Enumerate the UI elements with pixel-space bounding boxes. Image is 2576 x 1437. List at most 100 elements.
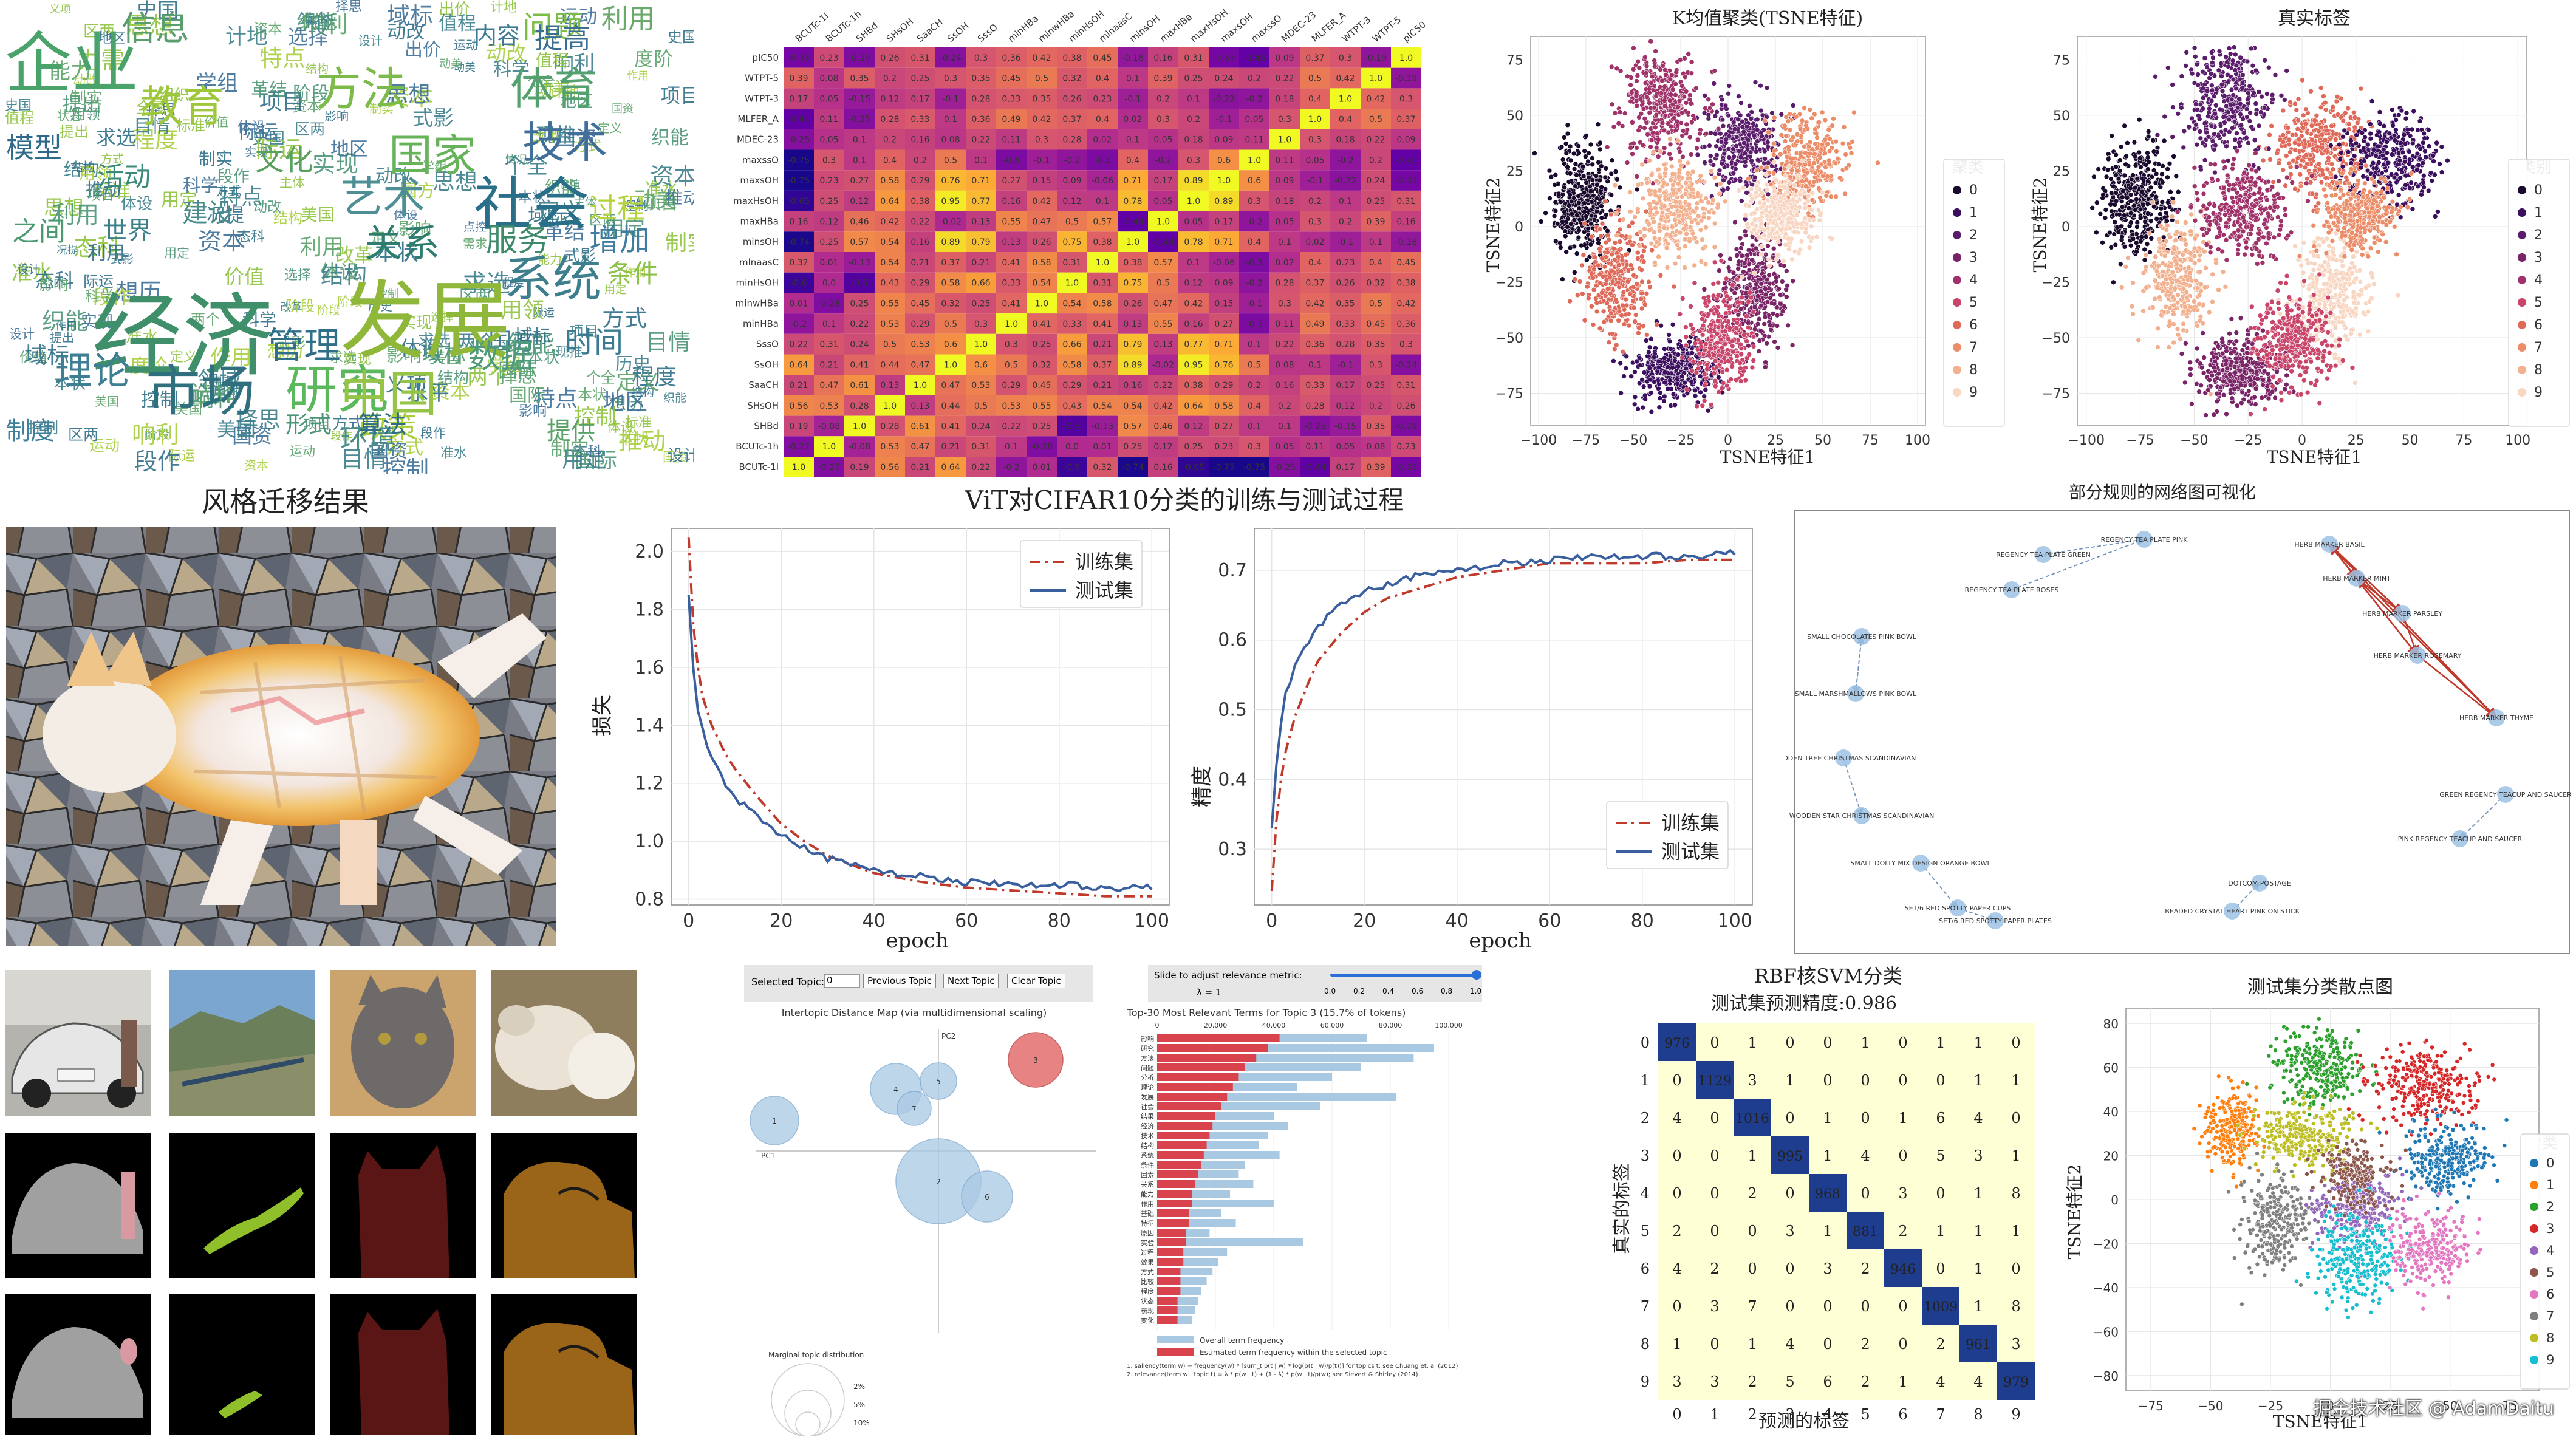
scatter-point: [1588, 242, 1594, 247]
legend-label: 5: [1969, 295, 1978, 310]
heatmap-cell-value: 0.3: [1399, 340, 1413, 350]
scatter-point: [1594, 196, 1600, 201]
heatmap-cell-value: 0.27: [1214, 319, 1233, 329]
scatter-point: [1657, 187, 1662, 193]
heatmap-cell-value: 0.47: [819, 381, 838, 391]
scatter-point: [1746, 324, 1751, 330]
scatter-point: [1763, 286, 1768, 292]
heatmap-cell-value: 0.25: [1032, 422, 1051, 431]
wordcloud-filler: 动美: [634, 188, 678, 213]
wordcloud-filler: 价值: [224, 265, 264, 288]
heatmap-cell-value: 0.29: [1062, 381, 1081, 391]
heatmap-cell: [844, 47, 875, 68]
scatter-point: [1647, 227, 1653, 233]
heatmap-cell: [1027, 129, 1057, 150]
scatter-point: [1701, 394, 1707, 400]
wordcloud-filler: 定义: [616, 370, 660, 395]
scatter-point: [1758, 83, 1763, 89]
scatter-point: [1630, 120, 1635, 125]
scatter-point: [2145, 134, 2151, 140]
wordcloud-filler: 定义: [371, 229, 401, 247]
wordcloud-filler: 项目: [87, 188, 115, 203]
heatmap-cell: [1330, 333, 1361, 355]
scatter-point: [1755, 157, 1761, 163]
wordcloud-filler: 项目: [569, 323, 598, 340]
wordcloud-word: 技术: [522, 118, 607, 168]
wordcloud-filler: 运动: [559, 6, 597, 28]
wordcloud-filler: 思想: [386, 81, 431, 108]
heatmap-cell-value: 0.05: [1305, 155, 1324, 165]
scatter-point: [1713, 152, 1720, 158]
x-tick-label: −50: [1619, 433, 1647, 448]
heatmap-cell-value: -0.24: [940, 53, 962, 63]
scatter-point: [2109, 133, 2114, 139]
scatter-point: [1743, 213, 1749, 218]
scatter-point: [1646, 349, 1652, 355]
scatter-point: [1560, 219, 1565, 225]
scatter-point: [1780, 309, 1786, 314]
heatmap-cell: [1118, 313, 1148, 334]
heatmap-cell-value: 0.27: [1214, 422, 1233, 431]
heatmap-cell-value: 0.3: [1005, 340, 1018, 350]
legend-marker: [1953, 366, 1961, 374]
wordcloud-filler: 区两: [83, 22, 115, 41]
heatmap-cell-value: -0.2: [1155, 155, 1171, 165]
heatmap-cell: [966, 354, 996, 375]
scatter-point: [1716, 389, 1722, 395]
scatter-point: [2136, 117, 2142, 123]
heatmap-cell-value: 0.13: [1002, 237, 1020, 247]
scatter-point: [1783, 133, 1789, 138]
heatmap-cell: [784, 333, 814, 355]
scatter-point: [1736, 188, 1742, 193]
scatter-point: [1782, 123, 1788, 129]
wordcloud-filler: 现推: [536, 123, 576, 147]
scatter-point: [2113, 242, 2119, 248]
heatmap-cell: [1330, 149, 1361, 171]
heatmap-cell: [1178, 252, 1209, 273]
scatter-point: [1614, 66, 1620, 72]
heatmap-cell-value: 0.1: [1005, 442, 1018, 452]
wordcloud-word: 市场: [146, 360, 255, 423]
heatmap-cell: [1361, 109, 1391, 129]
heatmap-cell-value: 0.3: [1035, 135, 1048, 145]
scatter-point: [1637, 363, 1643, 368]
heatmap-cell-value: 0.05: [1275, 442, 1294, 452]
heatmap-cell-value: 0.47: [1032, 217, 1051, 227]
heatmap-cell: [1118, 395, 1148, 416]
heatmap-cell: [1057, 293, 1087, 314]
scatter-point: [2105, 156, 2111, 162]
scatter-point: [1689, 368, 1695, 374]
heatmap-cell: [1087, 293, 1118, 314]
heatmap-cell-value: -0.06: [1092, 176, 1113, 186]
heatmap-cell-value: 0.77: [1184, 340, 1203, 350]
heatmap-cell: [1269, 109, 1300, 129]
heatmap-cell: [1239, 129, 1269, 150]
heatmap-cell-value: 0.24: [971, 422, 990, 431]
heatmap-cell-value: 0.17: [1336, 463, 1355, 473]
heatmap-cell-value: 0.32: [789, 258, 808, 268]
heatmap-cell-value: 0.71: [1123, 176, 1142, 186]
scatter-point: [2103, 174, 2110, 180]
heatmap-cell-value: -0.28: [1031, 442, 1053, 452]
legend-label: 2: [1969, 228, 1978, 243]
heatmap-cell-value: 0.01: [789, 299, 808, 309]
scatter-point: [1706, 97, 1712, 102]
heatmap-cell: [1178, 129, 1209, 150]
wordcloud-filler: 选择: [288, 25, 328, 49]
scatter-point: [1558, 245, 1563, 250]
heatmap-cell: [966, 231, 996, 252]
heatmap-col-label: SHsOH: [884, 16, 915, 44]
heatmap-cell: [1391, 313, 1421, 334]
scatter-point: [2142, 247, 2147, 253]
heatmap-cell-value: 0.13: [971, 217, 990, 227]
scatter-point: [1653, 205, 1658, 211]
scatter-point: [1754, 168, 1760, 174]
heatmap-cell: [1057, 190, 1087, 211]
scatter-point: [1661, 398, 1667, 404]
heatmap-cell: [1209, 149, 1239, 171]
x-tick-label: −100: [1520, 433, 1557, 448]
scatter-point: [1790, 134, 1796, 140]
heatmap-cell-value: 0.23: [1214, 442, 1233, 452]
scatter-point: [1673, 92, 1678, 98]
heatmap-row-label: maxssO: [742, 154, 779, 165]
